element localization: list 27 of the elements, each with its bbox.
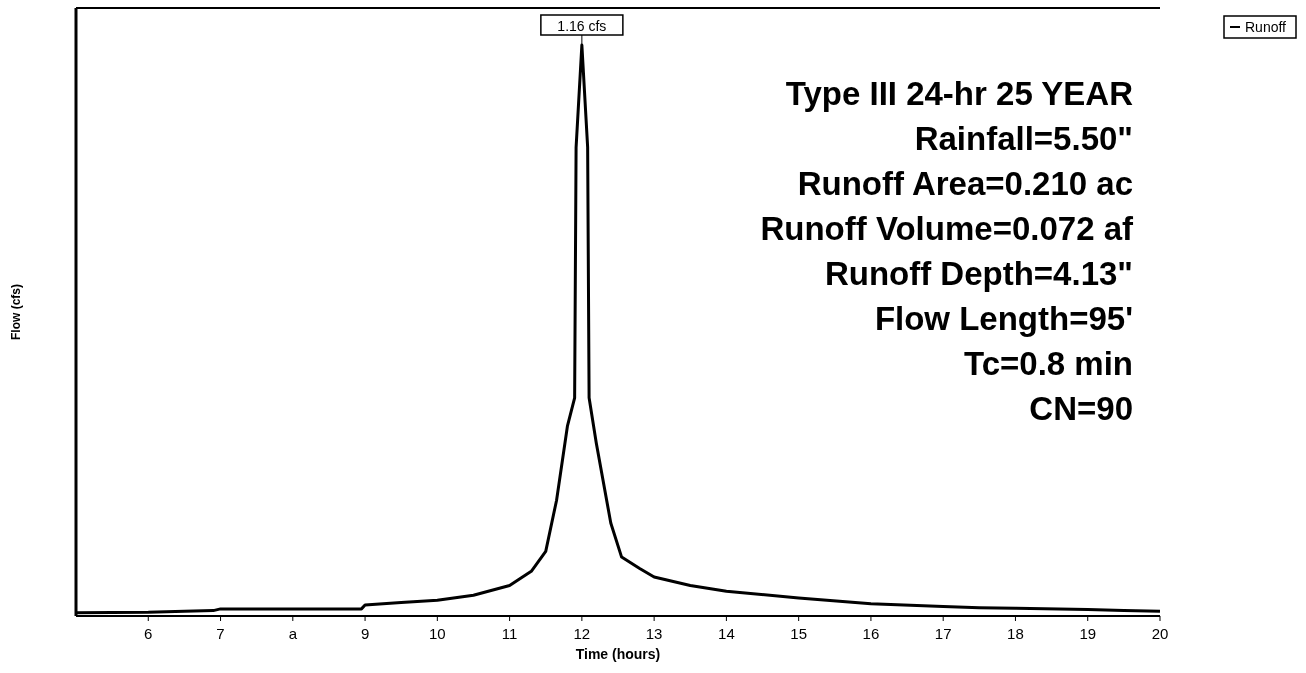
x-tick-label: 10 (428, 625, 446, 642)
x-tick-label: 16 (862, 625, 880, 642)
annotation: CN=90 (1029, 390, 1133, 427)
x-tick-label: a (288, 625, 298, 642)
x-tick-label: 9 (360, 625, 370, 642)
x-tick-label: 12 (573, 625, 591, 642)
x-tick-label: 6 (144, 625, 153, 642)
x-tick-label: 7 (216, 625, 225, 642)
x-tick-label: 13 (645, 625, 663, 642)
legend-label: Runoff (1245, 19, 1287, 35)
annotation: Runoff Area=0.210 ac (797, 165, 1133, 202)
x-axis-title: Time (hours) (575, 646, 661, 662)
x-tick-label: 14 (718, 625, 735, 642)
x-tick-label: 19 (1079, 625, 1097, 642)
annotation: Runoff Volume=0.072 af (760, 210, 1134, 247)
annotation: 1.16 cfs (557, 18, 607, 34)
annotation: Rainfall=5.50" (914, 120, 1133, 157)
x-tick-label: 11 (501, 625, 518, 642)
y-axis-title: Flow (cfs) (9, 284, 23, 340)
annotation: Flow Length=95' (874, 300, 1133, 337)
annotation: Tc=0.8 min (963, 345, 1133, 382)
x-tick-label: 17 (934, 625, 952, 642)
x-tick-label: 15 (790, 625, 808, 642)
annotation: Runoff Depth=4.13" (824, 255, 1133, 292)
x-tick-label: 18 (1007, 625, 1024, 642)
x-tick-label: 20 (1151, 625, 1169, 642)
annotation: Type III 24-hr 25 YEAR (785, 75, 1134, 112)
